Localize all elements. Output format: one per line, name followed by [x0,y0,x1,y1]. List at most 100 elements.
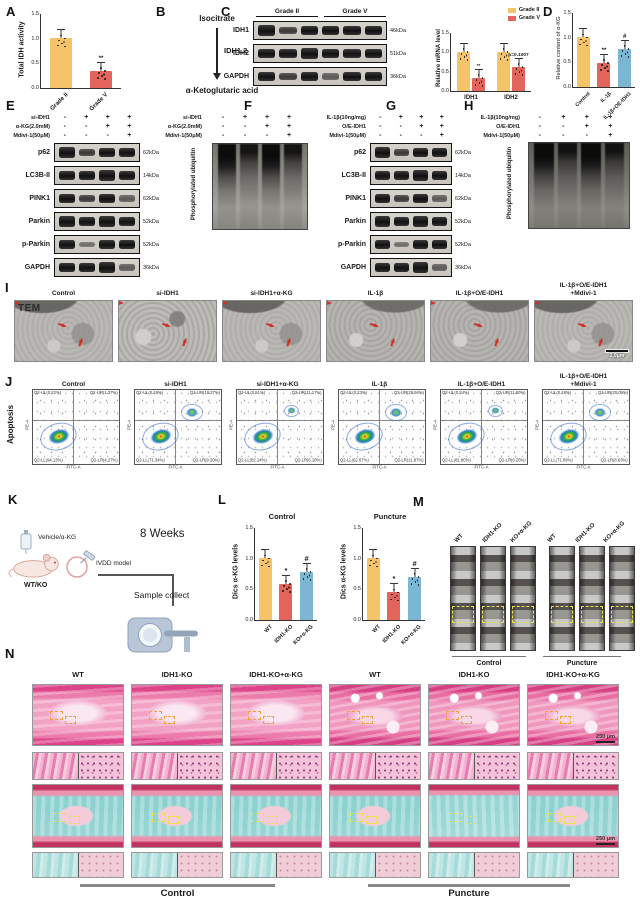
iv-bottle-icon [20,530,32,554]
quadrant-divider-horizontal [543,419,629,421]
roi-box-icon [52,812,66,822]
protein-band [413,216,428,227]
plus-minus-mark: - [379,123,382,130]
plus-minus-mark: - [420,132,423,139]
blot-lane-box [370,189,452,208]
molecular-weight-label: 51kDa [390,50,406,57]
tem-title-line1: IL-1β+O/E-IDH1 [559,282,608,290]
xray-strip [510,546,536,651]
data-points [265,562,268,565]
chart-x-labels: WT IDH1-KO KO+α-KG [362,622,424,646]
condition-name: Mdivi-1(50μM) [13,132,50,139]
condition-marks: - - + + [528,123,622,130]
protein-band [432,239,447,250]
panel-e-letter: E [6,98,15,113]
column-title: IDH1-KO [458,670,490,679]
inset-right [78,753,123,779]
protein-band [99,170,115,181]
panel-f-conditions: si-IDH1 - + + + α-KG(2.0mM) - - + + Mdivi-1(50… [150,114,310,139]
protein-band [300,71,318,82]
blot-row: p62 62kDa [322,143,480,162]
protein-band [394,148,409,157]
data-points [306,576,309,579]
molecular-weight-label: 36kDa [143,264,159,271]
x-label-text: WT [371,624,382,635]
quadrant-divider-horizontal [237,419,323,421]
plus-minus-mark: - [538,114,541,121]
bar [576,28,590,87]
protein-band [375,239,390,250]
plus-minus-mark: + [127,132,132,139]
error-bar [579,28,588,38]
bar [497,43,510,91]
tem-image-block: si-IDH1+α-KG TEM 2.0μm [222,278,321,362]
x-label-text: Control [574,91,592,109]
panel-g-conditions: IL-1β(10ng/mg) - + + + O/E-IDH1 - - + + Mdivi-… [322,114,480,139]
tem-micrograph: TEM 2.0μm [14,300,113,362]
panel-h-conditions: IL-1β(10ng/mg) - + + + O/E-IDH1 - - + + Mdivi-… [452,114,638,139]
error-bar [302,563,311,573]
chart-x-labels: WT IDH1-KO KO+α-KG [254,622,316,646]
inset-left [132,853,178,877]
protein-label: PINK1 [29,195,50,202]
protein-band [119,264,135,271]
molecular-weight-label: 14kDa [143,172,159,179]
roi-box-icon [163,715,175,724]
protein-band [413,239,428,250]
x-label: IDH1-KO [382,622,403,646]
safranin-image: 250 μm [230,784,322,848]
plus-minus-mark: - [106,132,109,139]
he-inset-pair [528,753,618,779]
he-inset [131,752,223,780]
puncture-group-label: Puncture [448,888,490,899]
safranin-inset [428,852,520,878]
tem-image-block: IL-1β+O/E-IDH1 +Mdivi-1 TEM 2.0μm [534,278,633,362]
phospho-ubiquitin-blot [528,142,630,229]
flow-plot: si-IDH1 PE-A Q2-UL(0.19%) Q2-UR(19.27%) … [126,372,225,471]
protein-label: IDH1 [233,27,249,34]
y-tick: 0.0 [563,83,571,90]
molecular-weight-label: 62kDa [143,195,159,202]
protein-band [413,147,428,158]
protein-band [413,193,428,204]
apoptosis-axis-label: Apoptosis [6,404,16,445]
roi-box-icon [64,715,76,724]
blot-lane-box [253,21,387,40]
significance-label: p=0.1007 [508,53,529,59]
column-title: IDH1-KO+α-KG [546,670,600,679]
roi-box-icon [69,816,80,824]
x-label-text: KO+α-KG [292,624,315,647]
x-label: IDH1-KO [274,622,295,646]
column-title: WT [72,670,84,679]
plus-minus-mark: - [562,123,565,130]
protein-band [119,170,135,181]
error-bar [57,29,65,39]
scale-bar: 250 μm [596,734,615,743]
tem-title-line2: +Mdivi-1 [570,290,597,298]
error-bar [369,549,378,559]
panel-a-chart: Total IDH activity 1.5 1.0 0.5 0.0 ** Grade… [6,4,154,113]
plus-minus-mark: + [439,114,444,121]
quadrant-divider-horizontal [135,419,221,421]
y-tick: 1.5 [441,30,449,36]
quadrant-ur-label: Q2-UR(25.94%) [393,391,424,396]
chart-plot: 1.5 1.0 0.5 0.0 * # [353,525,425,623]
xray-column-label: WT [453,533,465,544]
protein-band [394,170,409,181]
scale-text: 250 μm [596,836,615,843]
xray-column-label: KO+α-KG [509,520,534,544]
protein-band [59,146,75,159]
y-tick: 1.0 [31,35,39,42]
panel-k-letter: K [8,492,18,507]
x-label-text: WT [263,624,274,635]
condition-row: Mdivi-1(50μM) - - - + [452,132,638,139]
panel-h-blot: IL-1β(10ng/mg) - + + + O/E-IDH1 - - + + Mdivi-… [452,114,638,230]
inset-right [177,853,222,877]
roi-box-icon [564,816,575,824]
chart-bars: * # [363,528,425,620]
protein-band [59,239,75,250]
y-tick: 0.0 [353,616,361,623]
roi-box-icon [250,812,264,822]
tem-micrograph: TEM 2.0μm [534,300,633,362]
plus-minus-mark: + [419,123,424,130]
